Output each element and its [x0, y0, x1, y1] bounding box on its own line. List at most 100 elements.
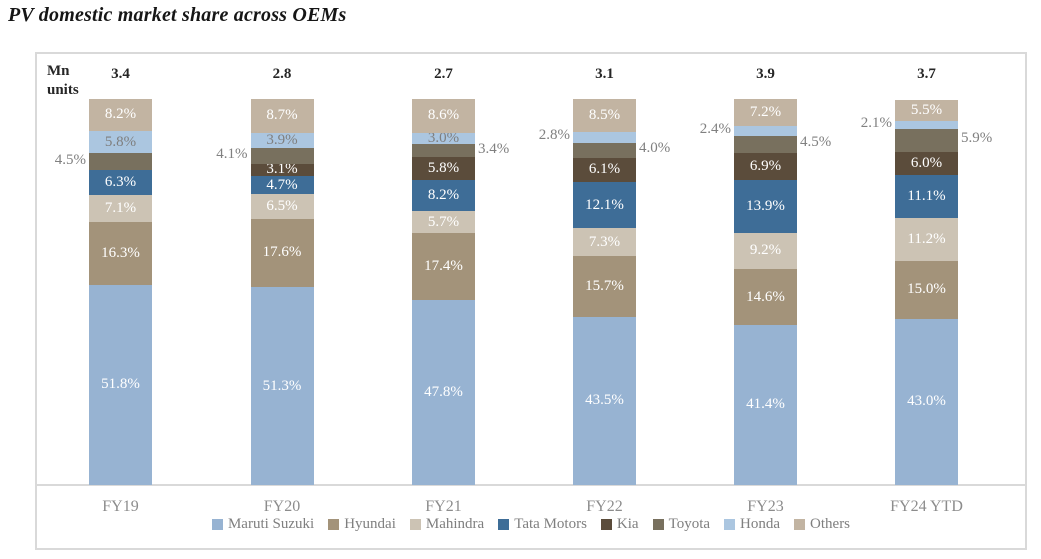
segment-label-outside: 2.4% — [699, 121, 731, 138]
segment-label: 11.1% — [907, 188, 946, 205]
x-axis-label: FY22 — [586, 498, 623, 515]
segment-label: 41.4% — [746, 396, 785, 413]
chart-box: Mn units 3.4 FY19 51.8% 16.3% 7.1% 6.3% 4.5% 5.… — [35, 52, 1027, 550]
segment-label: 17.4% — [424, 258, 463, 275]
bar-segment — [250, 193, 314, 220]
legend-item: Tata Motors — [498, 516, 587, 533]
x-axis-label: FY21 — [425, 498, 462, 515]
x-axis-label: FY20 — [263, 498, 301, 515]
segment-label-outside: 4.5% — [54, 151, 86, 168]
bar-segment — [573, 99, 636, 132]
bar-segment — [895, 99, 958, 121]
legend-swatch — [600, 519, 612, 530]
bar-segment — [734, 233, 797, 269]
legend-item: Kia — [600, 516, 639, 533]
bar-segment — [734, 179, 797, 234]
bar-segment — [412, 132, 475, 145]
bar-segment — [89, 170, 152, 195]
plot-area: Mn units 3.4 FY19 51.8% 16.3% 7.1% 6.3% 4.5% 5.… — [37, 54, 1025, 548]
bar-segment — [734, 153, 797, 180]
bar-segment — [573, 158, 636, 182]
bar-segment — [895, 121, 958, 130]
legend: Maruti Suzuki Hyundai Mahindra Tata Motors K… — [37, 516, 1025, 533]
segment-label: 8.6% — [427, 107, 460, 124]
segment-label-outside: 3.4% — [478, 140, 510, 157]
legend-item: Honda — [724, 516, 780, 533]
bar-segment — [895, 261, 958, 319]
bar-segment — [573, 131, 636, 143]
legend-swatch — [652, 519, 664, 530]
segment-label: 6.1% — [588, 161, 621, 178]
segment-label-outside: 2.8% — [538, 127, 570, 144]
segment-label: 3.0% — [427, 129, 460, 146]
bar-segment — [412, 233, 475, 301]
segment-label-outside: 4.1% — [216, 145, 248, 162]
bar-segment — [412, 144, 475, 158]
legend-label: Honda — [740, 516, 781, 532]
bar-segment — [412, 99, 475, 133]
segment-label-outside: 5.9% — [961, 130, 993, 147]
segment-label: 15.0% — [907, 281, 946, 298]
bar-total-label: 3.7 — [917, 66, 936, 82]
bar-segment — [734, 325, 797, 485]
bar-segment — [895, 151, 958, 176]
segment-label: 16.3% — [101, 245, 140, 262]
segment-label: 3.1% — [266, 160, 298, 177]
segment-label: 47.8% — [424, 384, 463, 401]
bar-segment — [89, 130, 152, 154]
segment-label: 4.7% — [266, 176, 298, 193]
bar-total-label: 2.7 — [434, 66, 453, 82]
segment-label: 5.8% — [104, 133, 137, 150]
x-axis-label: FY19 — [102, 498, 139, 515]
bar-segment — [89, 194, 152, 223]
x-axis-label: FY24 YTD — [890, 498, 963, 515]
bar-segment — [573, 228, 636, 257]
x-axis-line — [37, 484, 1025, 486]
bar-segment — [250, 175, 314, 194]
legend-item: Toyota — [652, 516, 711, 533]
segment-label: 3.9% — [266, 131, 298, 148]
segment-label: 8.2% — [104, 106, 137, 122]
bar-total-label: 3.9 — [756, 66, 775, 82]
bar-segment — [89, 153, 152, 171]
legend-item: Mahindra — [409, 516, 484, 533]
segment-label: 8.7% — [266, 107, 298, 124]
bar-total-label: 2.8 — [272, 66, 292, 82]
bar-segment — [734, 126, 797, 136]
bar-segment — [734, 135, 797, 154]
bar-segment — [250, 163, 314, 176]
bar-segment — [412, 300, 475, 485]
bar-segment — [895, 175, 958, 218]
bar-segment — [89, 285, 152, 485]
bar-segment — [250, 219, 314, 287]
bar-segment — [895, 129, 958, 152]
bar-segment — [250, 148, 314, 164]
segment-label: 51.3% — [262, 377, 302, 394]
bar-segment — [573, 181, 636, 229]
segment-label: 7.3% — [588, 234, 621, 251]
segment-label: 13.9% — [746, 197, 785, 214]
legend-label: Tata Motors — [514, 516, 587, 532]
segment-label: 5.8% — [427, 160, 460, 177]
segment-label-outside: 4.0% — [639, 140, 671, 157]
bar-segment — [250, 99, 314, 133]
bar-segment — [573, 142, 636, 159]
chart-title: PV domestic market share across OEMs — [8, 4, 347, 26]
segment-label: 17.6% — [262, 244, 302, 261]
legend-label: Toyota — [668, 516, 711, 532]
segment-label: 9.2% — [749, 242, 782, 259]
bar-segment — [89, 99, 152, 131]
segment-label: 11.2% — [907, 230, 946, 247]
unit-label: Mn units — [47, 63, 79, 98]
legend-swatch — [794, 519, 806, 530]
legend-swatch — [724, 519, 736, 530]
segment-label: 8.5% — [588, 107, 621, 123]
segment-label: 6.3% — [104, 174, 137, 191]
bar-segment — [412, 211, 475, 234]
bar-segment — [895, 217, 958, 262]
bar-segment — [573, 256, 636, 318]
bar-segment — [412, 179, 475, 212]
segment-label: 43.5% — [585, 392, 624, 409]
legend-swatch — [498, 519, 510, 530]
bar-segment — [734, 98, 797, 127]
